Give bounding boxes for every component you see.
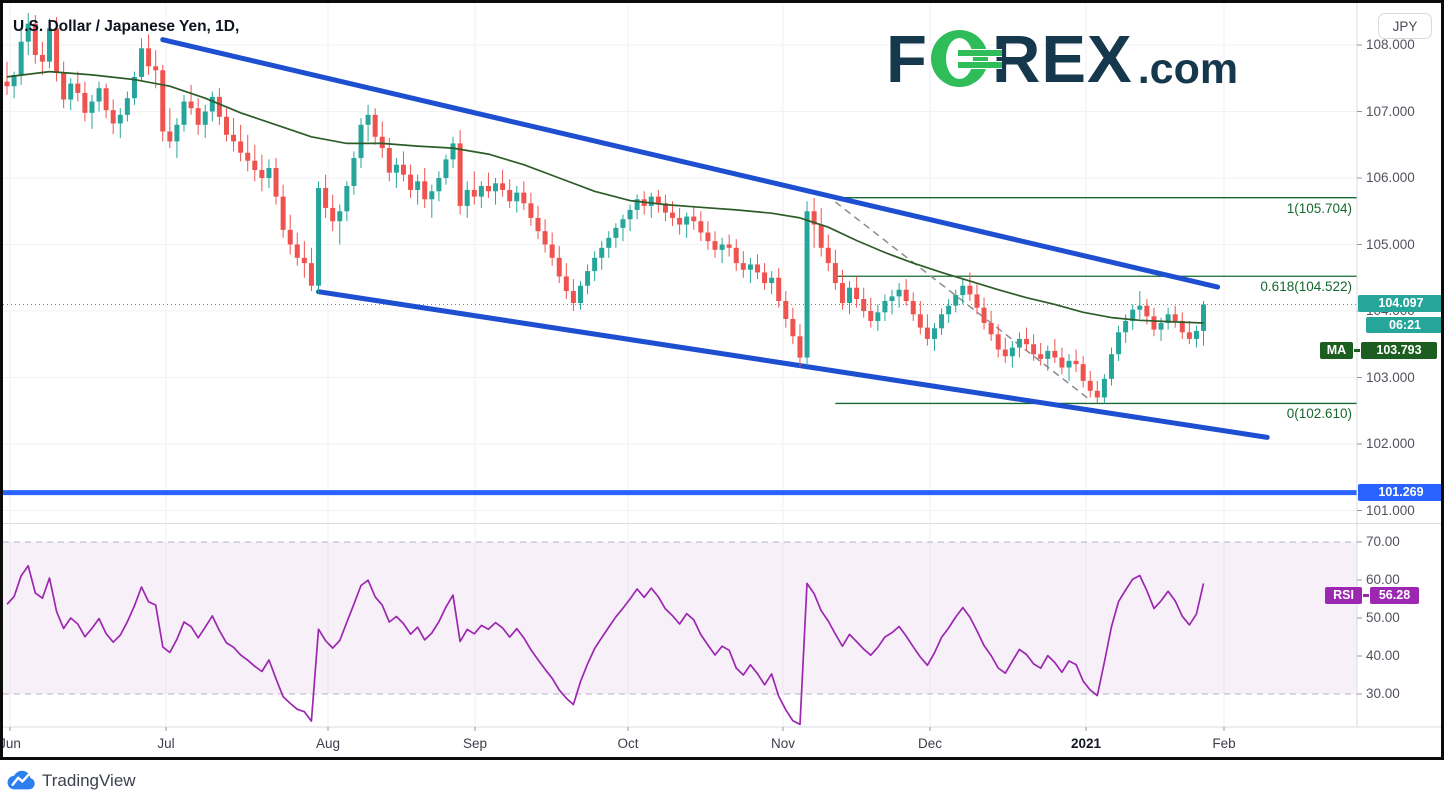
price-axis-label: 102.000 [1366,436,1415,451]
forex-letters-rex: REX [991,22,1133,97]
forex-o-icon [930,30,1002,87]
rsi-axis-label: 30.00 [1366,686,1400,701]
fib-level-label: 0(102.610) [1286,406,1352,422]
bar-countdown-chip: 06:21 [1366,317,1444,333]
time-axis-label: Jul [157,736,175,751]
time-axis-label: Oct [617,736,639,751]
rsi-axis-label: 40.00 [1366,648,1400,663]
price-axis-label: 101.000 [1366,502,1415,518]
forex-letter-f: F [886,22,928,97]
horizontal-line-price-chip: 101.269 [1358,484,1444,501]
forex-tld: .com [1137,45,1239,93]
rsi-axis-label: 70.00 [1366,534,1400,549]
time-axis-label: Dec [917,736,943,751]
rsi-value-chip: 56.28 [1370,587,1419,604]
time-axis-label: Sep [462,736,488,751]
time-axis-label: Aug [315,736,341,751]
fib-level-label: 1(105.704) [1286,200,1352,216]
price-axis-label: 103.000 [1366,369,1415,385]
ma-value-chip: 103.793 [1361,342,1437,359]
tradingview-cloud-icon [7,770,35,790]
rsi-axis-label: 60.00 [1366,572,1400,587]
currency-unit-button[interactable]: JPY [1378,13,1432,39]
chart-canvas[interactable] [0,0,1445,760]
price-axis-label: 107.000 [1366,103,1415,119]
symbol-title[interactable]: U.S. Dollar / Japanese Yen, 1D, [13,18,240,35]
price-axis-label: 106.000 [1366,170,1415,185]
rsi-axis-label: 50.00 [1366,610,1400,625]
rsi-chip-connector [1363,594,1369,597]
ma-tag-chip: MA [1320,342,1353,359]
forex-wordmark: F REX [886,26,1133,93]
time-axis-label: Feb [1212,736,1236,751]
forex-com-watermark: F REX .com [886,26,1238,93]
last-price-chip: 104.097 [1358,295,1444,312]
rsi-tag-chip: RSI [1325,587,1362,604]
price-axis-label: 108.000 [1366,37,1415,52]
tradingview-logo-text: TradingView [42,771,136,790]
time-axis-label: Nov [770,736,796,751]
time-axis-label: 2021 [1070,736,1102,751]
tradingview-attribution[interactable]: TradingView [6,768,136,794]
fib-level-label: 0.618(104.522) [1260,279,1352,295]
price-axis-label: 105.000 [1366,236,1415,252]
ma-chip-connector [1354,349,1360,352]
time-axis-label: Jun [0,736,21,751]
